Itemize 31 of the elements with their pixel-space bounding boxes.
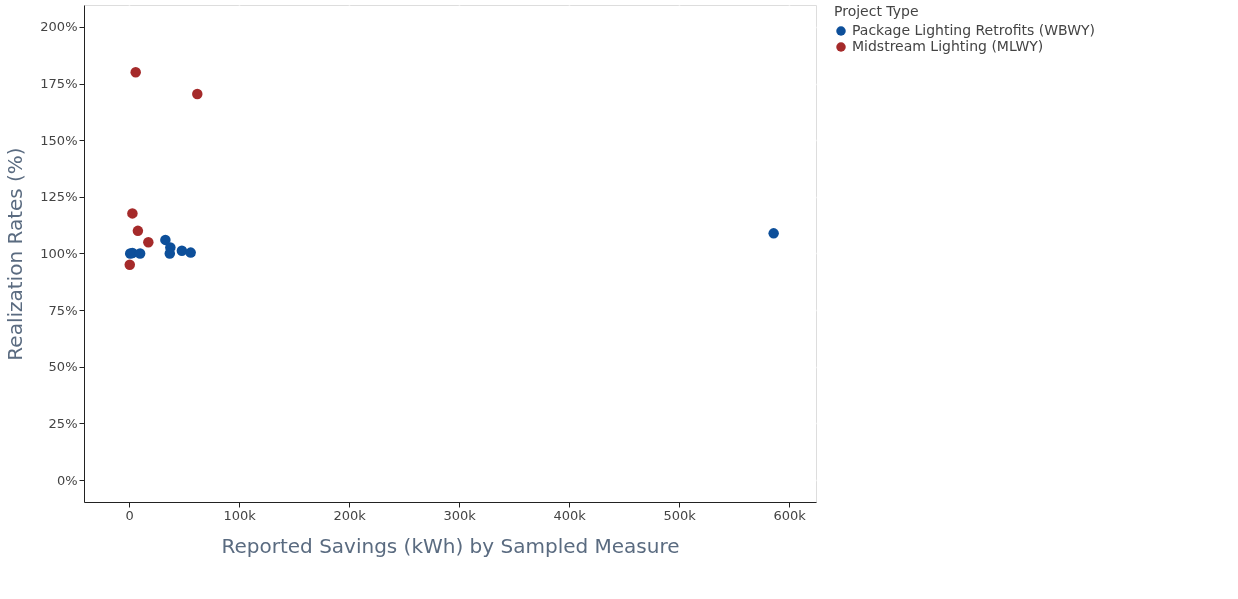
x-tick-label: 400k — [553, 507, 587, 523]
y-tick-label: 125% — [40, 189, 78, 205]
y-tick-label: 100% — [40, 246, 78, 261]
point — [127, 208, 138, 219]
point — [143, 236, 154, 248]
y-tick-label: 75% — [48, 302, 78, 318]
y-tick-label: 50% — [48, 359, 78, 375]
y-tick-label: 150% — [40, 132, 78, 148]
x-tick-label: 0 — [125, 507, 134, 523]
x-tick-label: 100k — [223, 507, 257, 523]
point — [130, 67, 141, 78]
legend-label: Package Lighting Retrofits (WBWY) — [852, 22, 1096, 38]
y-tick-label: 200% — [40, 19, 78, 35]
y-tick-label: 175% — [40, 76, 78, 92]
y-tick-label: 25% — [48, 415, 78, 431]
y-tick-label: 0% — [56, 472, 78, 488]
point — [768, 228, 779, 239]
legend-title: Project Type — [834, 3, 919, 19]
x-tick-label: 300k — [443, 507, 477, 523]
y-axis-title: Realization Rates (%) — [3, 147, 28, 361]
point — [160, 234, 171, 246]
x-tick-label: 600k — [773, 507, 807, 523]
point — [192, 88, 203, 100]
x-tick-label: 200k — [333, 507, 367, 523]
point — [176, 245, 188, 257]
point — [124, 259, 135, 271]
point — [132, 225, 144, 237]
x-tick-label: 500k — [663, 507, 697, 523]
point — [185, 247, 196, 258]
legend-label: Midstream Lighting (MLWY) — [852, 38, 1044, 54]
x-axis-title: Reported Savings (kWh) by Sampled Measure — [221, 533, 680, 558]
